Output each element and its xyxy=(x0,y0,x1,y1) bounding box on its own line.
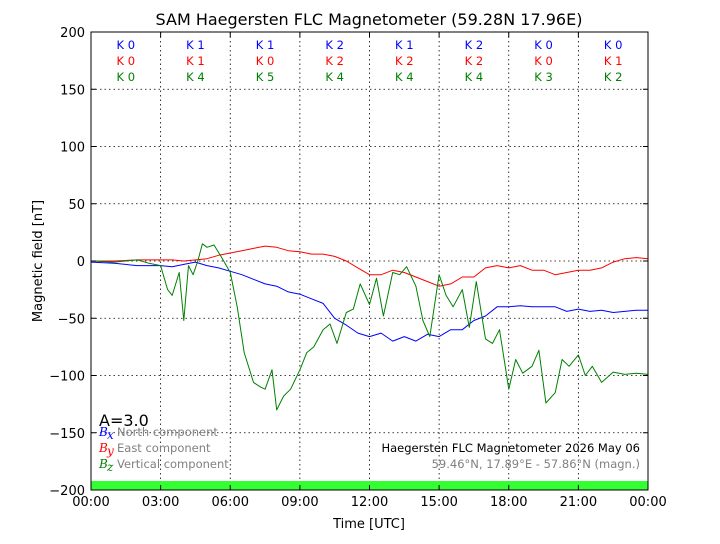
x-tick-label: 15:00 xyxy=(420,495,457,510)
series-line-z xyxy=(90,243,649,411)
legend-label: North component xyxy=(117,425,218,439)
x-tick-label: 18:00 xyxy=(490,495,527,510)
legend-subscript: x xyxy=(107,428,114,442)
x-tick-label: 12:00 xyxy=(351,495,388,510)
y-tick-label: −150 xyxy=(49,427,85,442)
k-index-by: K 2 xyxy=(465,54,484,68)
k-index-bz: K 2 xyxy=(604,70,623,84)
y-tick-label: 100 xyxy=(60,141,85,156)
k-index-by: K 0 xyxy=(256,54,275,68)
k-index-bz: K 5 xyxy=(256,70,275,84)
k-index-layer: K 0 K 1 K 1 K 2 K 1 K 2 K 0 K 0 K 0 K 1 K 0 K 2 K 2 K… xyxy=(117,38,623,84)
k-index-bx: K 2 xyxy=(325,38,344,52)
k-index-bx: K 2 xyxy=(465,38,484,52)
k-index-by: K 0 xyxy=(534,54,553,68)
legend-symbol: B xyxy=(98,425,108,439)
series-layer xyxy=(90,243,649,411)
y-tick-labels: −200 −150 −100 −50 0 50 100 150 200 xyxy=(49,26,85,499)
k-index-by: K 1 xyxy=(186,54,205,68)
note-coordinates: 59.46°N, 17.89°E - 57.86°N (magn.) xyxy=(432,457,640,471)
k-index-bz: K 4 xyxy=(465,70,484,84)
axis-ticks xyxy=(90,31,649,491)
x-tick-label: 06:00 xyxy=(212,495,249,510)
y-tick-label: −100 xyxy=(49,370,85,385)
y-axis-label: Magnetic field [nT] xyxy=(31,200,46,322)
legend-label: East component xyxy=(117,441,211,455)
k-index-by: K 2 xyxy=(395,54,414,68)
k-index-by: K 1 xyxy=(604,54,623,68)
k-index-bx: K 0 xyxy=(117,38,136,52)
series-line-y xyxy=(91,245,649,287)
k-index-bx: K 0 xyxy=(534,38,553,52)
k-index-bx: K 1 xyxy=(256,38,275,52)
chart-title: SAM Haegersten FLC Magnetometer (59.28N … xyxy=(156,10,583,29)
x-axis-label: Time [UTC] xyxy=(332,517,405,532)
grid-lines xyxy=(91,32,648,490)
k-index-bz: K 4 xyxy=(186,70,205,84)
k-index-bx: K 1 xyxy=(395,38,414,52)
k-index-bx: K 0 xyxy=(604,38,623,52)
y-tick-label: −50 xyxy=(58,312,85,327)
legend-subscript: z xyxy=(106,460,114,474)
k-index-bz: K 4 xyxy=(325,70,344,84)
k-index-bz: K 4 xyxy=(395,70,414,84)
note-title: Haegersten FLC Magnetometer 2026 May 06 xyxy=(381,441,640,455)
x-tick-label: 00:00 xyxy=(629,495,666,510)
legend-symbol: B xyxy=(98,441,108,455)
y-tick-label: −200 xyxy=(49,484,85,499)
k-index-by: K 0 xyxy=(117,54,136,68)
x-tick-label: 00:00 xyxy=(72,495,109,510)
y-tick-label: 150 xyxy=(60,83,85,98)
y-tick-label: 0 xyxy=(77,255,85,270)
a-index: A=3.0 xyxy=(99,411,149,430)
k-index-bz: K 3 xyxy=(534,70,553,84)
legend-label: Vertical component xyxy=(117,457,229,471)
x-tick-label: 03:00 xyxy=(142,495,179,510)
x-tick-labels: 00:00 03:00 06:00 09:00 12:00 15:00 18:00 21:00… xyxy=(72,495,666,510)
x-tick-label: 09:00 xyxy=(281,495,318,510)
legend-symbol: B xyxy=(98,457,108,471)
k-index-bx: K 1 xyxy=(186,38,205,52)
series-line-x xyxy=(90,261,648,342)
y-tick-label: 200 xyxy=(60,26,85,41)
legend-subscript: y xyxy=(106,444,114,458)
y-tick-label: 50 xyxy=(68,198,85,213)
k-index-by: K 2 xyxy=(325,54,344,68)
k-index-bz: K 0 xyxy=(117,70,136,84)
x-tick-label: 21:00 xyxy=(560,495,597,510)
